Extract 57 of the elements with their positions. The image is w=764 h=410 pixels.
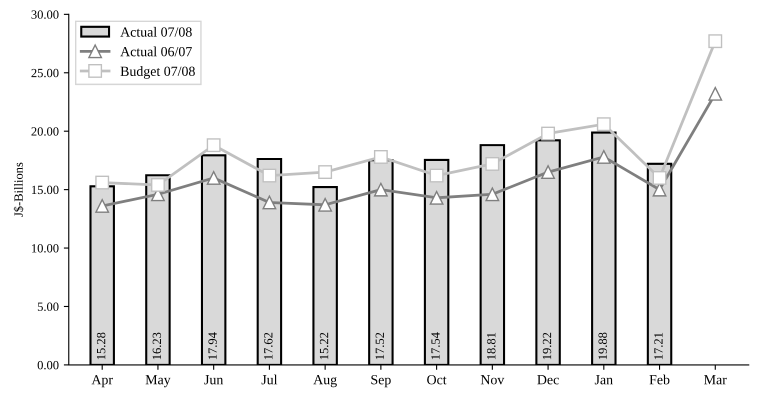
point	[150, 178, 165, 192]
data-label: 17.21	[654, 332, 663, 360]
point	[318, 198, 332, 212]
point	[541, 126, 556, 140]
x-tick-label: Nov	[480, 375, 504, 384]
legend-label: Budget 07/08	[120, 66, 195, 79]
legend-label: Actual 07/08	[120, 26, 192, 37]
x-tick-label: Jul	[262, 374, 278, 384]
point	[430, 190, 444, 205]
point	[596, 150, 611, 164]
data-label: 18.81	[487, 332, 496, 360]
x-tick-label: Oct	[427, 375, 447, 384]
point	[318, 165, 332, 180]
point	[541, 165, 556, 180]
point	[262, 168, 276, 183]
y-axis-title: J$-Billions	[14, 162, 24, 217]
point	[95, 199, 110, 213]
point	[374, 182, 388, 197]
y-tick-label: 30.00	[32, 10, 59, 19]
x-tick-label: Sep	[371, 375, 391, 388]
data-label: 19.22	[542, 332, 552, 360]
point	[652, 170, 666, 185]
data-label: 17.94	[208, 332, 217, 360]
y-tick-label: 5.00	[38, 302, 59, 311]
point	[95, 176, 110, 190]
x-tick-label: Jan	[594, 375, 613, 384]
data-label: 19.88	[598, 332, 607, 360]
legend-label: Actual 06/07	[120, 46, 192, 56]
point	[485, 156, 500, 171]
y-tick-label: 10.00	[32, 244, 59, 253]
y-tick-label: 25.00	[31, 68, 59, 78]
x-tick-label: Jun	[204, 375, 224, 384]
data-label: 16.23	[152, 332, 162, 360]
y-tick-label: 0.00	[38, 360, 59, 370]
data-label: 15.22	[320, 332, 328, 360]
point	[206, 138, 221, 152]
x-tick-label: May	[146, 375, 171, 388]
point	[262, 196, 276, 210]
point	[596, 117, 611, 132]
data-label: 17.52	[376, 332, 384, 360]
data-label: 17.62	[264, 332, 273, 360]
point	[374, 150, 388, 164]
point	[485, 187, 500, 202]
y-tick-label: 15.00	[32, 186, 59, 194]
point	[206, 170, 221, 185]
y-tick-label: 20.00	[31, 127, 59, 136]
point	[430, 168, 444, 183]
x-tick-label: Aug	[313, 375, 337, 388]
x-tick-label: Mar	[704, 375, 727, 384]
data-label: 17.54	[431, 332, 440, 360]
point	[708, 86, 722, 101]
x-tick-label: Dec	[537, 375, 559, 384]
data-label: 15.28	[96, 332, 106, 360]
point	[708, 34, 722, 48]
point	[652, 182, 666, 197]
x-tick-label: Feb	[650, 374, 670, 384]
x-tick-label: Apr	[92, 375, 113, 388]
